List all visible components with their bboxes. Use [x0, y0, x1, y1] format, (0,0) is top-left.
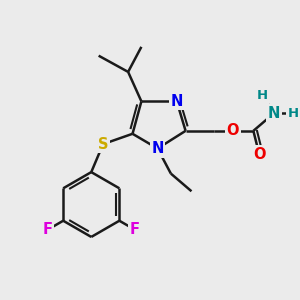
Text: H: H [257, 89, 268, 102]
Text: S: S [98, 136, 108, 152]
Text: O: O [226, 123, 239, 138]
Text: N: N [152, 141, 164, 156]
Text: N: N [268, 106, 280, 121]
Text: F: F [43, 222, 53, 237]
Text: N: N [171, 94, 183, 109]
Text: F: F [130, 222, 140, 237]
Text: O: O [253, 147, 266, 162]
Text: H: H [288, 107, 299, 120]
